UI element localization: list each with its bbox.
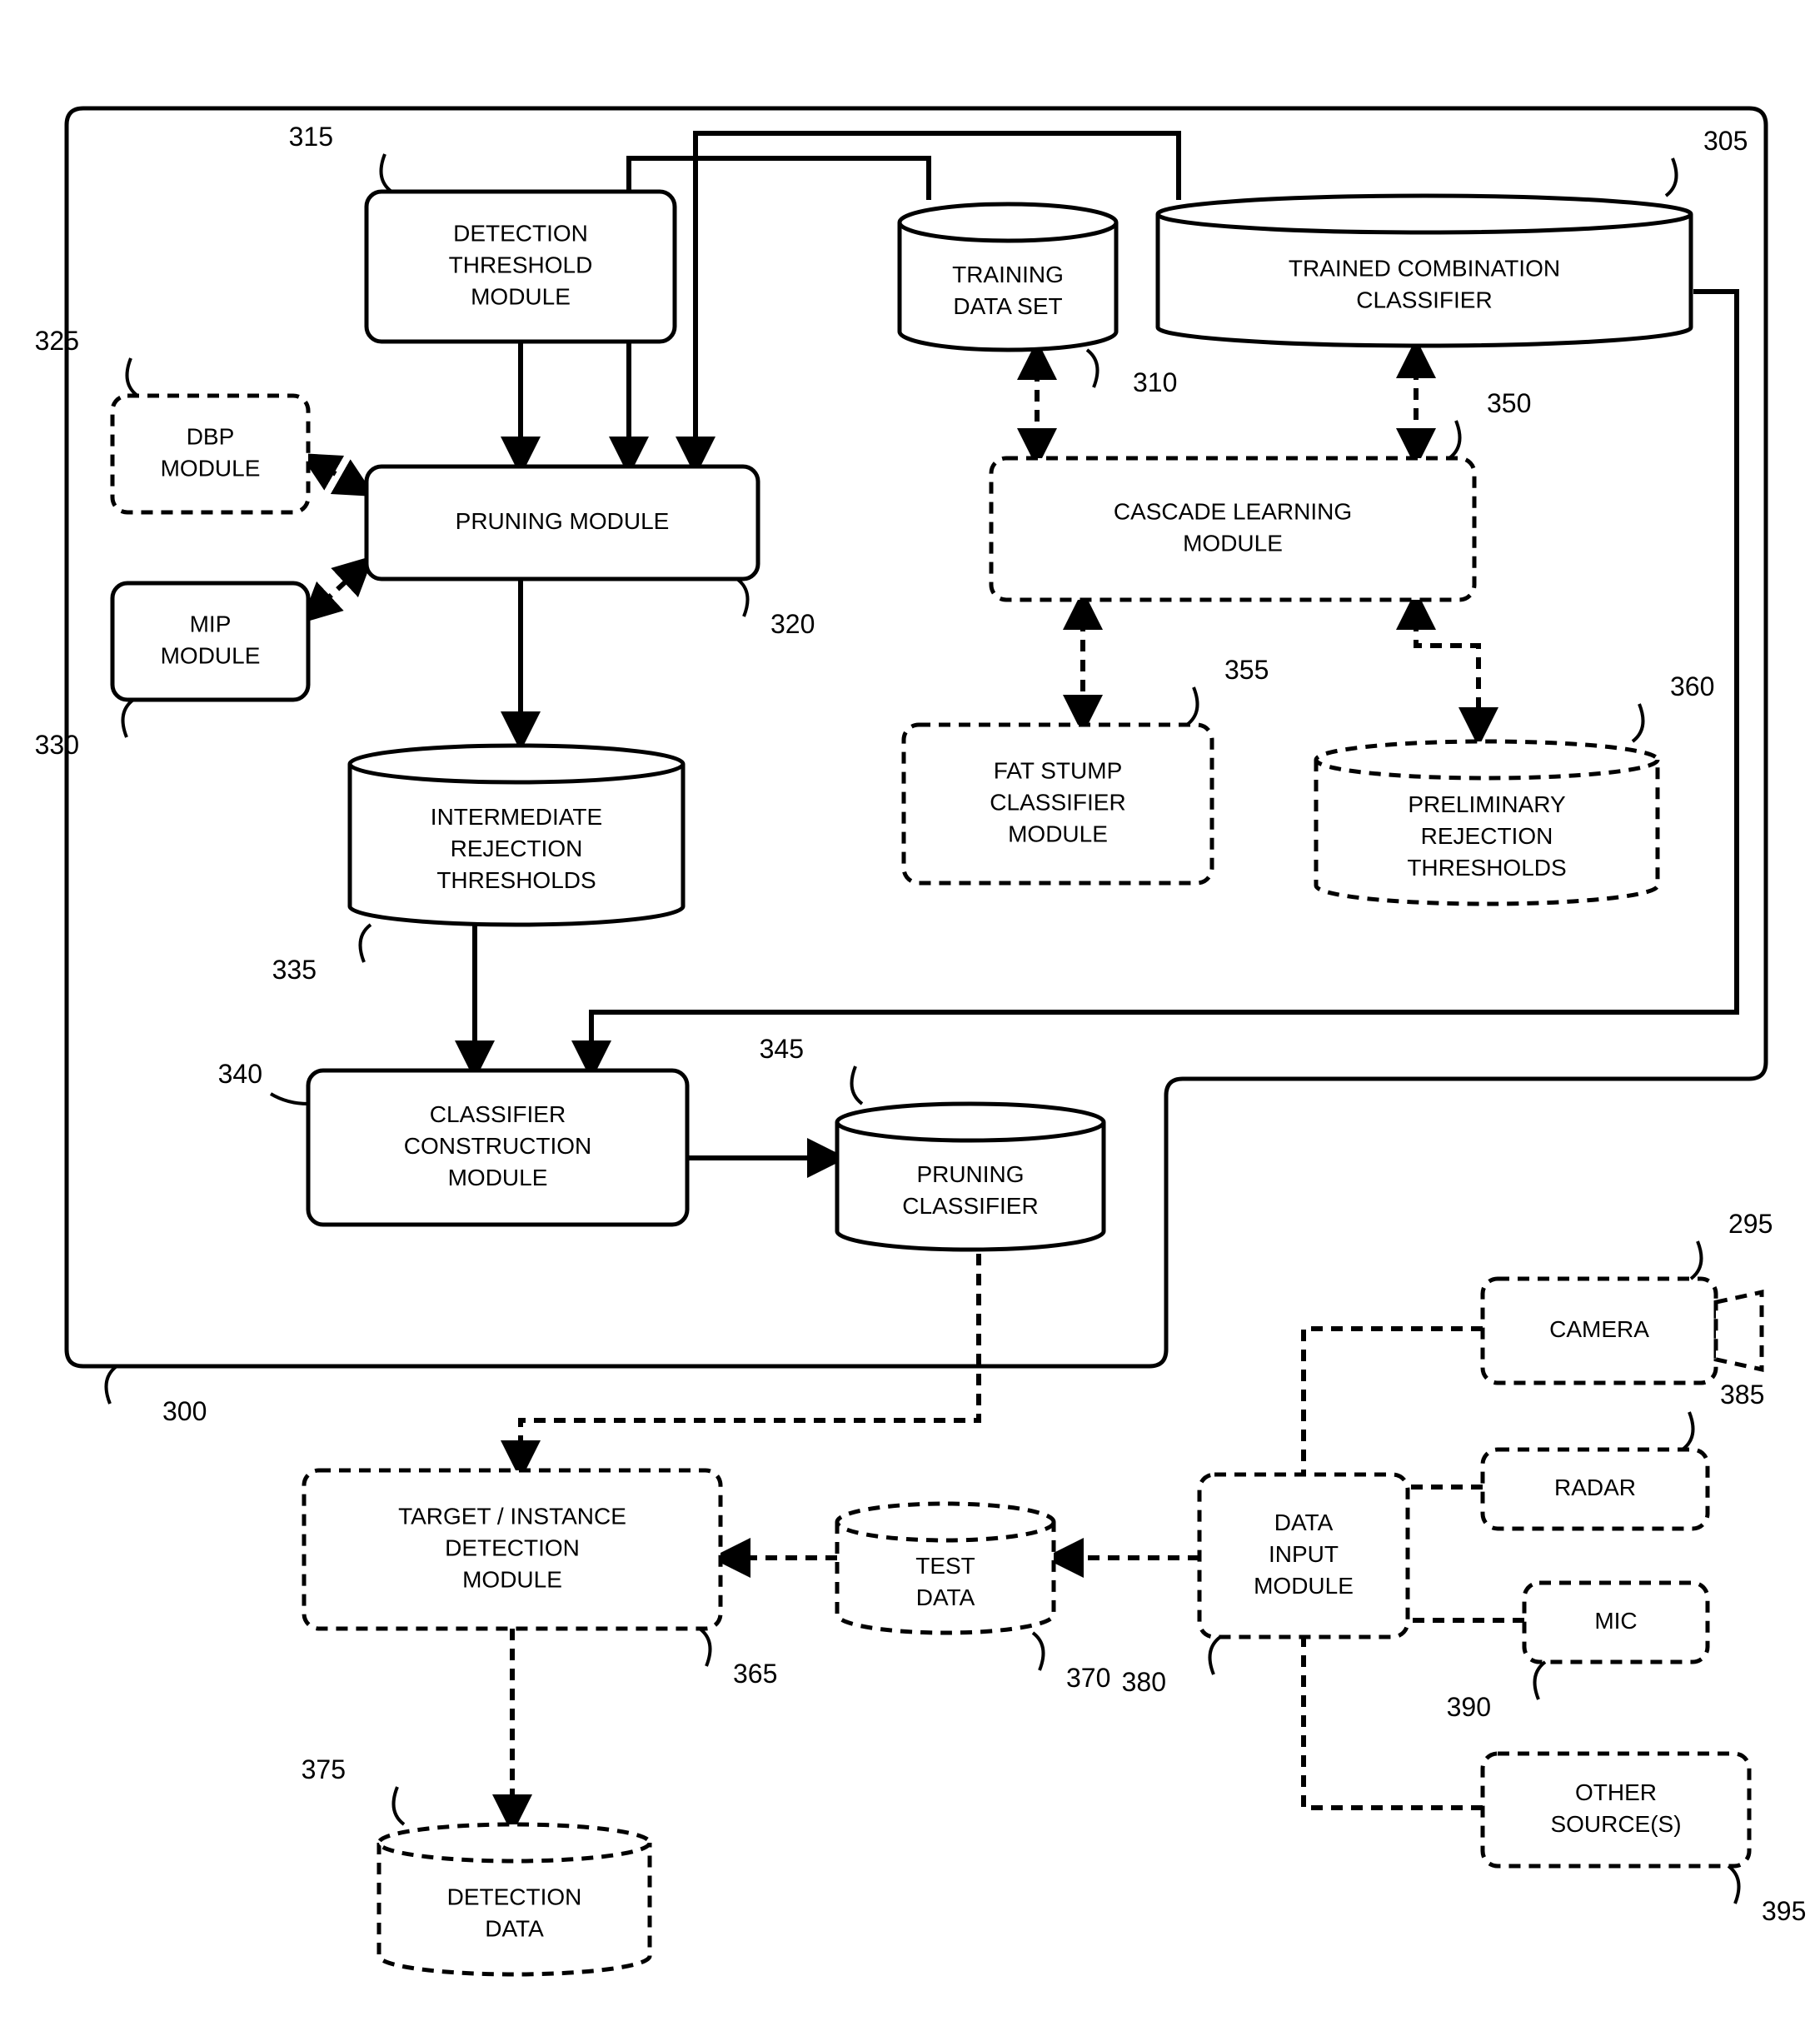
svg-text:MIP: MIP [190, 611, 232, 636]
svg-text:REJECTION: REJECTION [1421, 823, 1553, 849]
svg-text:SOURCE(S): SOURCE(S) [1550, 1811, 1681, 1837]
svg-text:365: 365 [733, 1659, 777, 1689]
svg-text:300: 300 [162, 1396, 207, 1426]
svg-text:INTERMEDIATE: INTERMEDIATE [431, 804, 602, 830]
svg-text:RADAR: RADAR [1554, 1475, 1636, 1500]
svg-text:305: 305 [1703, 126, 1748, 156]
svg-text:MODULE: MODULE [462, 1566, 562, 1592]
svg-text:MIC: MIC [1594, 1608, 1637, 1634]
svg-text:320: 320 [770, 609, 815, 639]
svg-text:DBP: DBP [187, 423, 235, 449]
svg-text:CAMERA: CAMERA [1549, 1316, 1649, 1342]
svg-text:THRESHOLDS: THRESHOLDS [1407, 855, 1566, 881]
svg-text:MODULE: MODULE [1008, 821, 1108, 846]
svg-text:325: 325 [35, 326, 79, 356]
svg-text:CLASSIFIER: CLASSIFIER [1356, 287, 1492, 312]
svg-text:DATA SET: DATA SET [953, 293, 1062, 319]
svg-text:INPUT: INPUT [1269, 1541, 1339, 1567]
svg-text:MODULE: MODULE [161, 455, 261, 481]
svg-text:REJECTION: REJECTION [451, 836, 583, 861]
svg-text:DETECTION: DETECTION [445, 1534, 580, 1560]
svg-text:MODULE: MODULE [1254, 1573, 1354, 1599]
svg-text:CONSTRUCTION: CONSTRUCTION [404, 1133, 592, 1159]
svg-text:TARGET / INSTANCE: TARGET / INSTANCE [398, 1503, 626, 1529]
svg-text:PRELIMINARY: PRELIMINARY [1408, 791, 1566, 817]
svg-text:CLASSIFIER: CLASSIFIER [990, 789, 1125, 815]
svg-text:345: 345 [760, 1034, 804, 1064]
svg-text:FAT STUMP: FAT STUMP [994, 757, 1123, 783]
svg-text:CASCADE LEARNING: CASCADE LEARNING [1114, 498, 1352, 524]
svg-text:TRAINED COMBINATION: TRAINED COMBINATION [1289, 255, 1560, 281]
svg-text:PRUNING: PRUNING [916, 1161, 1024, 1187]
svg-text:TEST: TEST [915, 1553, 975, 1579]
system-diagram: 300 DETECTION THRESHOLD MODULE 315 TRAINING DA… [17, 17, 1820, 2009]
svg-text:DETECTION: DETECTION [453, 220, 588, 246]
svg-text:MODULE: MODULE [448, 1165, 548, 1190]
svg-text:390: 390 [1447, 1692, 1491, 1722]
svg-text:OTHER: OTHER [1575, 1779, 1657, 1805]
svg-text:335: 335 [272, 955, 317, 985]
svg-text:MODULE: MODULE [471, 283, 571, 309]
svg-text:370: 370 [1066, 1663, 1110, 1693]
svg-text:330: 330 [35, 730, 79, 760]
svg-text:375: 375 [302, 1754, 346, 1784]
svg-text:340: 340 [218, 1059, 262, 1089]
svg-text:MODULE: MODULE [161, 642, 261, 668]
svg-text:295: 295 [1728, 1209, 1773, 1239]
svg-text:350: 350 [1487, 388, 1531, 418]
svg-text:310: 310 [1133, 367, 1177, 397]
svg-text:355: 355 [1224, 655, 1269, 685]
svg-text:MODULE: MODULE [1183, 530, 1283, 556]
svg-text:315: 315 [289, 122, 333, 152]
svg-text:CLASSIFIER: CLASSIFIER [902, 1193, 1038, 1219]
svg-text:THRESHOLD: THRESHOLD [449, 252, 593, 277]
svg-text:DATA: DATA [916, 1584, 975, 1610]
svg-text:395: 395 [1762, 1896, 1806, 1926]
svg-text:360: 360 [1670, 671, 1714, 701]
svg-text:PRUNING MODULE: PRUNING MODULE [456, 508, 670, 534]
svg-text:DETECTION: DETECTION [447, 1884, 582, 1909]
svg-text:CLASSIFIER: CLASSIFIER [430, 1101, 566, 1127]
svg-text:385: 385 [1720, 1380, 1764, 1410]
svg-text:DATA: DATA [1274, 1510, 1334, 1535]
svg-text:THRESHOLDS: THRESHOLDS [436, 867, 596, 893]
svg-text:DATA: DATA [485, 1915, 544, 1941]
svg-text:380: 380 [1122, 1667, 1166, 1697]
svg-text:TRAINING: TRAINING [952, 262, 1064, 287]
